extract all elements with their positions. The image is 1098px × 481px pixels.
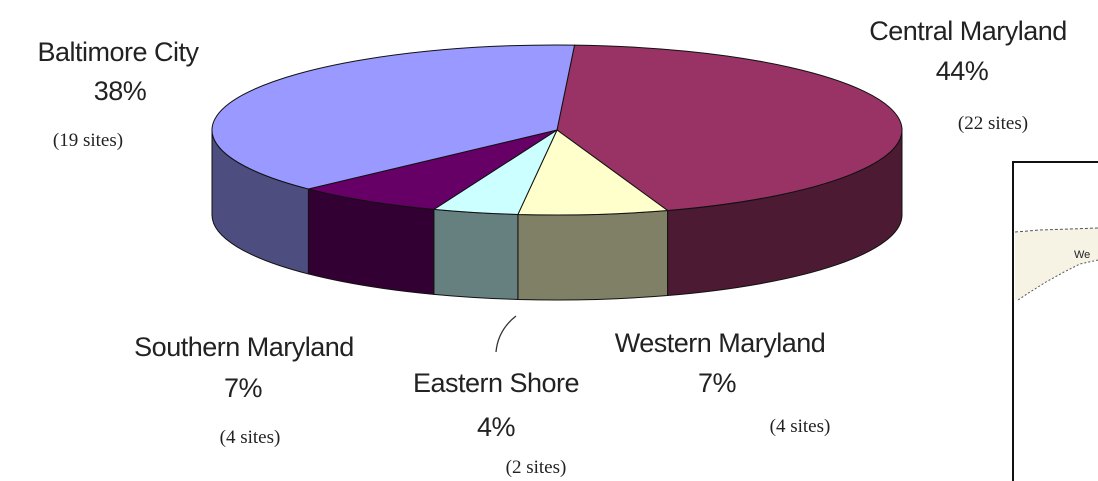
- map-border-top: [1014, 227, 1098, 233]
- eastern-shore-sites: (2 sites): [506, 457, 567, 478]
- map-fragment: We: [1012, 161, 1098, 481]
- map-frame: [1012, 161, 1098, 481]
- map-region: [1015, 228, 1098, 300]
- label-central-maryland: Central Maryland 44% (22 sites): [869, 16, 1067, 134]
- western-maryland-sites: (4 sites): [770, 416, 831, 437]
- label-eastern-shore: Eastern Shore 4% (2 sites): [413, 368, 580, 478]
- label-baltimore-city: Baltimore City 38% (19 sites): [37, 37, 200, 151]
- baltimore-city-percent: 38%: [94, 76, 147, 106]
- western-maryland-percent: 7%: [698, 368, 737, 398]
- map-label: We: [1074, 249, 1090, 261]
- eastern-shore-percent: 4%: [477, 412, 516, 442]
- southern-maryland-percent: 7%: [224, 373, 263, 403]
- central-maryland-sites: (22 sites): [958, 113, 1028, 134]
- central-maryland-name: Central Maryland: [869, 16, 1067, 46]
- pie-slice-southern-maryland: [308, 129, 558, 210]
- baltimore-city-sites: (19 sites): [53, 130, 123, 151]
- label-southern-maryland: Southern Maryland 7% (4 sites): [134, 332, 354, 448]
- baltimore-city-name: Baltimore City: [37, 37, 199, 67]
- pie-side-eastern-shore: [433, 208, 519, 300]
- eastern-shore-name: Eastern Shore: [413, 368, 579, 398]
- pie-slice-central-maryland: [556, 44, 903, 212]
- pie-side-western-maryland: [517, 209, 669, 301]
- pie-tops: [211, 44, 903, 216]
- eastern-shore-leader-line: [495, 315, 517, 353]
- label-western-maryland: Western Maryland 7% (4 sites): [615, 328, 831, 437]
- central-maryland-percent: 44%: [936, 56, 989, 86]
- western-maryland-name: Western Maryland: [615, 328, 826, 358]
- southern-maryland-name: Southern Maryland: [134, 332, 354, 362]
- southern-maryland-sites: (4 sites): [220, 427, 281, 448]
- pie-sides: [211, 129, 903, 301]
- pie-slice-western-maryland: [517, 129, 669, 216]
- pie-slice-baltimore-city: [211, 44, 576, 190]
